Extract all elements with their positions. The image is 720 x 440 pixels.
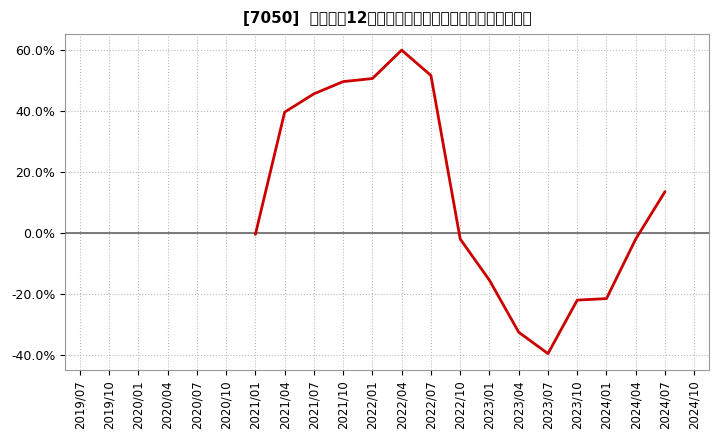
Title: [7050]  売上高の12か月移動合計の対前年同期増減率の推移: [7050] 売上高の12か月移動合計の対前年同期増減率の推移	[243, 11, 531, 26]
